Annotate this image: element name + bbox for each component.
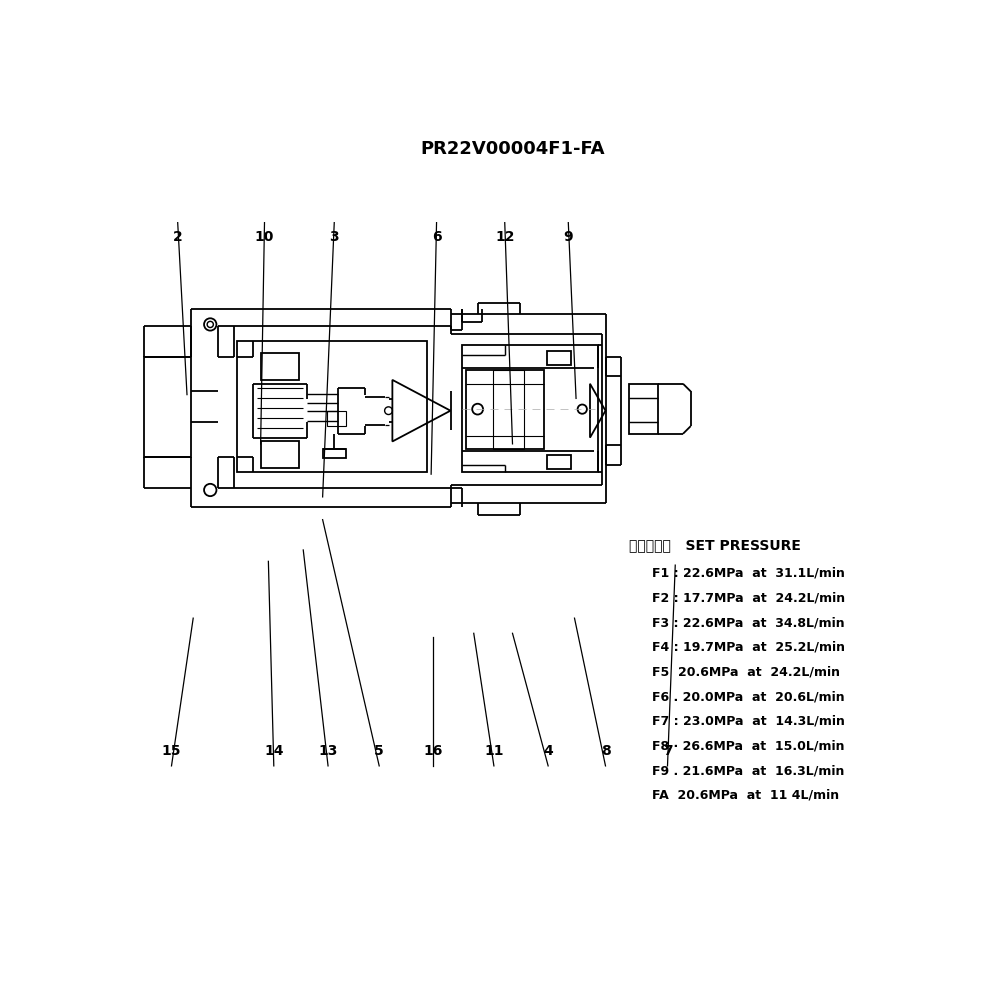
Bar bbox=[144, 357, 191, 457]
Bar bbox=[493, 370, 524, 449]
Text: 5: 5 bbox=[374, 744, 384, 759]
Text: PR22V00004F1-FA: PR22V00004F1-FA bbox=[420, 140, 605, 157]
Bar bbox=[326, 410, 346, 426]
Text: F8 · 26.6MPa  at  15.0L/min: F8 · 26.6MPa at 15.0L/min bbox=[652, 739, 844, 753]
Bar bbox=[547, 456, 571, 469]
Text: 2: 2 bbox=[173, 230, 183, 244]
Bar bbox=[261, 353, 299, 380]
Text: 9: 9 bbox=[563, 230, 573, 244]
Text: 14: 14 bbox=[264, 744, 284, 759]
Bar bbox=[323, 449, 346, 459]
Text: F5  20.6MPa  at  24.2L/min: F5 20.6MPa at 24.2L/min bbox=[652, 665, 840, 679]
Text: 7: 7 bbox=[663, 744, 672, 759]
Bar bbox=[547, 351, 571, 365]
Text: 3: 3 bbox=[329, 230, 339, 244]
Text: 13: 13 bbox=[318, 744, 338, 759]
Text: 12: 12 bbox=[495, 230, 514, 244]
Text: 8: 8 bbox=[601, 744, 610, 759]
Bar bbox=[629, 384, 658, 434]
Text: F4 : 19.7MPa  at  25.2L/min: F4 : 19.7MPa at 25.2L/min bbox=[652, 641, 845, 654]
Text: セット圧力   SET PRESSURE: セット圧力 SET PRESSURE bbox=[629, 537, 801, 552]
Text: 10: 10 bbox=[255, 230, 274, 244]
Text: F2 : 17.7MPa  at  24.2L/min: F2 : 17.7MPa at 24.2L/min bbox=[652, 591, 845, 604]
Text: 6: 6 bbox=[432, 230, 441, 244]
Text: F1 : 22.6MPa  at  31.1L/min: F1 : 22.6MPa at 31.1L/min bbox=[652, 567, 845, 580]
Text: F7 : 23.0MPa  at  14.3L/min: F7 : 23.0MPa at 14.3L/min bbox=[652, 714, 845, 728]
Text: FA  20.6MPa  at  11 4L/min: FA 20.6MPa at 11 4L/min bbox=[652, 789, 839, 802]
Text: 15: 15 bbox=[162, 744, 181, 759]
Text: 16: 16 bbox=[424, 744, 443, 759]
Text: 4: 4 bbox=[543, 744, 553, 759]
Text: F6 . 20.0MPa  at  20.6L/min: F6 . 20.0MPa at 20.6L/min bbox=[652, 690, 845, 704]
Text: 11: 11 bbox=[484, 744, 504, 759]
Bar bbox=[237, 341, 427, 472]
Bar bbox=[261, 442, 299, 468]
Bar bbox=[462, 345, 598, 472]
Text: F3 : 22.6MPa  at  34.8L/min: F3 : 22.6MPa at 34.8L/min bbox=[652, 616, 845, 630]
Bar bbox=[466, 370, 544, 449]
Text: F9 . 21.6MPa  at  16.3L/min: F9 . 21.6MPa at 16.3L/min bbox=[652, 765, 844, 777]
